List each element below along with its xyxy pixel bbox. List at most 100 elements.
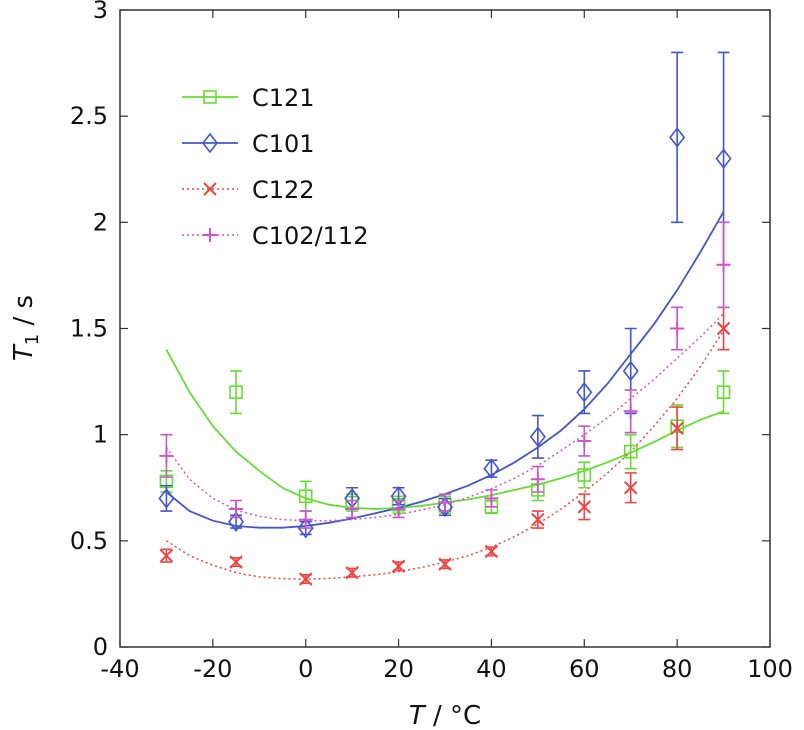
error-bar (578, 461, 591, 489)
y-tick-label: 1.5 (70, 315, 108, 343)
data-points (158, 51, 732, 586)
data-point (670, 406, 684, 451)
data-point (229, 499, 244, 519)
marker-plus (623, 404, 638, 419)
marker-diamond (669, 127, 686, 148)
x-tick-label: -20 (193, 655, 232, 683)
legend-label: C101 (252, 130, 315, 158)
data-point (716, 306, 731, 351)
data-point (229, 555, 243, 569)
marker-plus (670, 321, 685, 336)
fit-curve-C101 (165, 211, 725, 529)
marker-square (623, 444, 638, 459)
x-tick-label: 100 (747, 655, 793, 683)
data-point (577, 493, 591, 521)
marker-diamond (228, 511, 245, 533)
data-point (299, 572, 313, 586)
data-point (716, 370, 731, 415)
marker-square (229, 385, 243, 400)
x-tick-label: 60 (569, 655, 600, 683)
marker-x (229, 555, 243, 569)
legend-label: C122 (252, 176, 315, 204)
data-point (483, 458, 500, 479)
marker-plus (159, 448, 174, 463)
error-bar (230, 370, 243, 415)
error-bar (485, 459, 498, 478)
error-bar (671, 51, 684, 224)
x-axis-ticks: -40 -20 0 20 40 60 80 100 (100, 10, 793, 683)
data-point (576, 370, 593, 415)
marker-x (577, 500, 591, 514)
data-point (159, 433, 174, 478)
fit-curve-C122 (165, 330, 725, 580)
data-point (530, 465, 545, 493)
legend-marker-square (203, 90, 217, 104)
fit-curve-C102/112 (165, 313, 725, 522)
marker-plus (438, 495, 452, 510)
data-point (345, 499, 360, 519)
data-point (438, 493, 452, 512)
x-tick-label: -40 (100, 655, 139, 683)
data-point (529, 414, 546, 459)
data-point (438, 557, 452, 571)
marker-x (391, 559, 406, 574)
x-tick-label: 80 (662, 655, 693, 683)
data-point (623, 389, 638, 434)
marker-diamond (576, 381, 593, 403)
marker-plus (345, 501, 360, 516)
fit-curves (165, 211, 725, 580)
x-tick-label: 40 (476, 655, 507, 683)
marker-diamond (715, 148, 732, 169)
data-point (229, 370, 243, 415)
error-bar (578, 370, 591, 415)
y-tick-label: 2 (93, 208, 108, 236)
legend: C121 C101 C122 C102/112 (182, 84, 368, 250)
data-point (484, 544, 499, 559)
y-axis-label: T1 / s (9, 295, 43, 361)
data-point (577, 461, 592, 489)
data-point (391, 499, 406, 519)
marker-diamond (297, 517, 314, 539)
data-point (159, 548, 174, 563)
data-point (624, 472, 638, 504)
data-point (669, 51, 686, 224)
marker-diamond (483, 458, 500, 479)
marker-plus (577, 434, 592, 449)
marker-x (484, 544, 499, 559)
marker-x (438, 557, 452, 571)
marker-diamond (622, 360, 639, 382)
marker-x (531, 512, 545, 527)
marker-square (298, 489, 313, 504)
y-tick-label: 3 (93, 0, 108, 24)
x-tick-label: 20 (383, 655, 414, 683)
marker-plus (391, 501, 406, 516)
data-point (531, 510, 545, 529)
legend-label: C121 (252, 84, 315, 112)
y-tick-label: 0 (93, 633, 108, 661)
marker-x (299, 572, 313, 586)
data-point (716, 221, 731, 309)
error-bar (624, 433, 637, 470)
marker-plus (716, 257, 731, 272)
data-point (345, 565, 359, 580)
data-point (577, 425, 592, 457)
marker-diamond (158, 488, 175, 509)
marker-plus (298, 512, 313, 527)
y-tick-label: 0.5 (70, 527, 108, 555)
marker-x (345, 565, 359, 580)
marker-x (624, 481, 638, 495)
marker-diamond (436, 496, 454, 518)
y-tick-label: 1 (93, 421, 108, 449)
data-point (670, 306, 685, 351)
marker-diamond (529, 426, 546, 448)
marker-plus (530, 472, 545, 487)
marker-plus (484, 491, 499, 506)
marker-plus (229, 501, 244, 516)
data-point (298, 510, 313, 529)
marker-x (159, 548, 174, 563)
legend-label: C102/112 (252, 222, 368, 250)
marker-square (577, 468, 592, 482)
marker-x (670, 421, 684, 436)
data-point (484, 489, 499, 508)
x-tick-label: 0 (298, 655, 313, 683)
